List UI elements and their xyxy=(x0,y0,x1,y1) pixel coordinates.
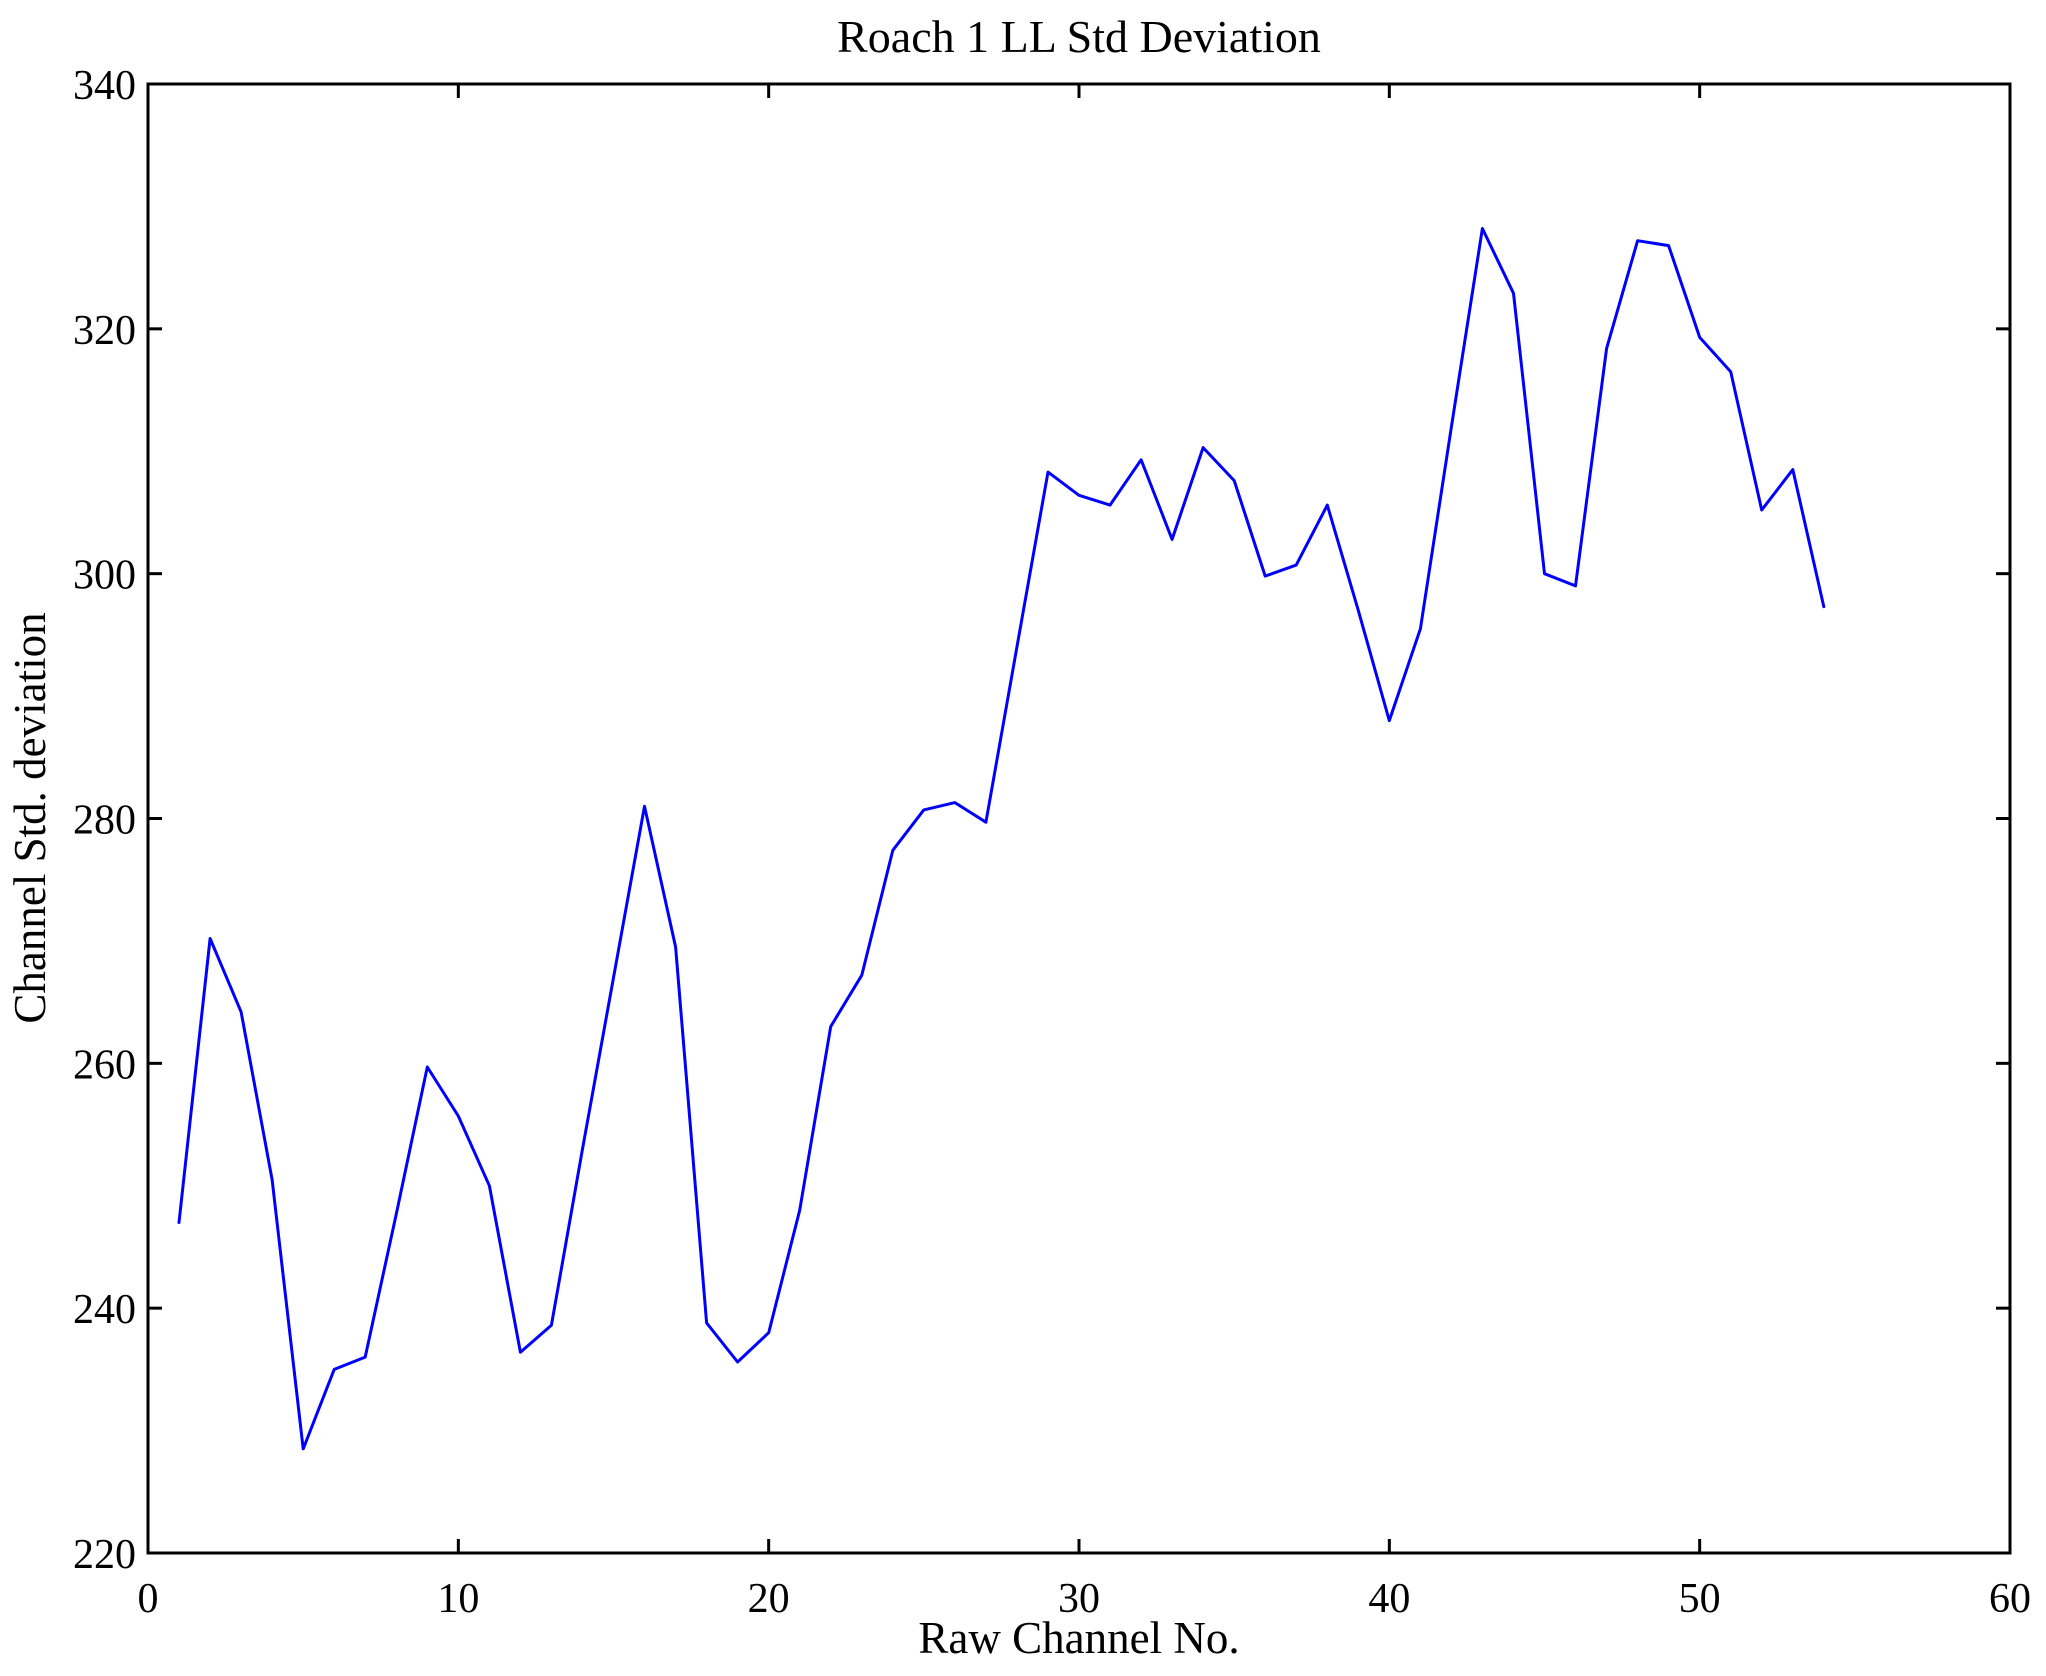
tick-label: 60 xyxy=(1989,1576,2031,1622)
tick-label: 10 xyxy=(437,1576,479,1622)
tick-label: 40 xyxy=(1368,1576,1410,1622)
tick-label: 300 xyxy=(73,553,136,599)
chart-title: Roach 1 LL Std Deviation xyxy=(837,11,1321,62)
tick-label: 50 xyxy=(1679,1576,1721,1622)
tick-label: 280 xyxy=(73,798,136,844)
x-axis-label: Raw Channel No. xyxy=(918,1613,1239,1663)
tick-label: 30 xyxy=(1058,1576,1100,1622)
tick-labels: 0 10 20 30 40 50 60 220 240 260 280 300 320 340 xyxy=(73,63,2031,1622)
tick-label: 0 xyxy=(138,1576,159,1622)
tick-label: 220 xyxy=(73,1532,136,1578)
tick-label: 20 xyxy=(748,1576,790,1622)
tick-label: 240 xyxy=(73,1287,136,1333)
axes xyxy=(146,82,2012,1555)
data-line xyxy=(177,227,1826,1451)
tick-label: 340 xyxy=(73,63,136,109)
y-axis-label: Channel Std. deviation xyxy=(5,612,55,1023)
tick-label: 320 xyxy=(73,308,136,354)
tick-label: 260 xyxy=(73,1042,136,1088)
